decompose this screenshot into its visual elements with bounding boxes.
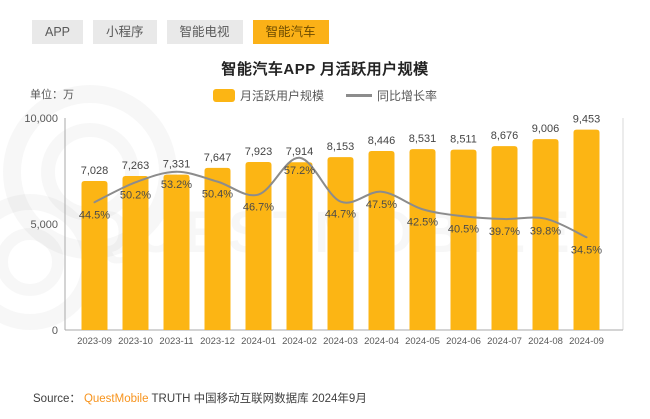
svg-text:7,028: 7,028 <box>81 165 109 177</box>
svg-text:50.2%: 50.2% <box>120 189 151 201</box>
bar-2023-11 <box>163 174 190 330</box>
svg-text:8,153: 8,153 <box>327 141 355 153</box>
tab-smart-car[interactable]: 智能汽车 <box>252 20 329 45</box>
svg-text:9,453: 9,453 <box>573 114 601 126</box>
svg-text:42.5%: 42.5% <box>407 216 438 228</box>
bar-2024-06 <box>450 149 477 330</box>
line-swatch-icon <box>346 94 372 97</box>
svg-text:7,914: 7,914 <box>286 146 314 158</box>
chart-legend: 月活跃用户规模 同比增长率 <box>0 87 650 104</box>
svg-text:53.2%: 53.2% <box>161 179 192 191</box>
svg-text:47.5%: 47.5% <box>366 199 397 211</box>
legend-label-growth: 同比增长率 <box>377 89 438 103</box>
bar-value-labels: 7,028 7,263 7,331 7,647 7,923 7,914 8,153 8,446… <box>81 114 601 177</box>
svg-text:39.7%: 39.7% <box>489 226 520 238</box>
svg-text:9,006: 9,006 <box>532 123 560 135</box>
svg-text:10,000: 10,000 <box>24 113 58 125</box>
tab-app[interactable]: APP <box>32 20 84 45</box>
unit-label: 单位：万 <box>30 89 74 101</box>
source-text: TRUTH 中国移动互联网数据库 2024年9月 <box>151 393 367 405</box>
bar-swatch-icon <box>212 89 235 102</box>
growth-line <box>93 156 588 239</box>
svg-text:2024-03: 2024-03 <box>323 336 358 347</box>
growth-percent-labels: 44.5% 50.2% 53.2% 50.4% 46.7% 57.2% 44.7% 47.5%… <box>79 165 602 256</box>
y-axis-labels: 10,000 5,000 0 <box>24 113 58 337</box>
svg-text:8,446: 8,446 <box>368 135 396 147</box>
bar-2024-08 <box>532 139 559 330</box>
x-axis-labels: 2023-09 2023-10 2023-11 2023-12 2024-01 2024-… <box>77 336 604 347</box>
legend-item-growth[interactable]: 同比增长率 <box>346 87 437 104</box>
svg-text:2024-07: 2024-07 <box>487 336 522 347</box>
svg-text:7,647: 7,647 <box>204 152 232 164</box>
svg-text:5,000: 5,000 <box>30 219 58 231</box>
svg-text:8,511: 8,511 <box>450 134 477 146</box>
bar-2023-09 <box>81 181 108 330</box>
svg-text:2024-01: 2024-01 <box>241 336 276 347</box>
svg-text:44.7%: 44.7% <box>325 209 356 221</box>
legend-label-mau: 月活跃用户规模 <box>239 89 324 103</box>
chart-title: 智能汽车APP 月活跃用户规模 <box>221 61 429 78</box>
bar-2024-02 <box>286 162 313 330</box>
svg-text:2024-09: 2024-09 <box>569 336 604 347</box>
svg-text:50.4%: 50.4% <box>202 189 233 201</box>
bar-2024-05 <box>409 149 436 330</box>
svg-text:2024-05: 2024-05 <box>405 336 440 347</box>
bar-2024-09 <box>573 129 600 330</box>
category-tabs: APP 小程序 智能电视 智能汽车 <box>32 20 329 45</box>
svg-text:7,263: 7,263 <box>122 160 150 172</box>
svg-text:2023-09: 2023-09 <box>77 336 112 347</box>
bar-2023-10 <box>122 176 149 330</box>
svg-text:7,331: 7,331 <box>163 159 191 171</box>
bar-2023-12 <box>204 167 231 330</box>
source-note: Source： QuestMobile TRUTH 中国移动互联网数据库 2024年… <box>33 390 367 406</box>
svg-text:39.8%: 39.8% <box>530 226 561 238</box>
bar-2024-01 <box>245 162 272 330</box>
tab-smart-tv[interactable]: 智能电视 <box>166 20 243 45</box>
svg-text:40.5%: 40.5% <box>448 223 479 235</box>
bar-2024-04 <box>368 150 395 330</box>
svg-text:8,676: 8,676 <box>491 130 519 142</box>
svg-text:2024-02: 2024-02 <box>282 336 317 347</box>
svg-text:2024-06: 2024-06 <box>446 336 481 347</box>
svg-text:0: 0 <box>52 325 58 337</box>
bar-2024-03 <box>327 157 354 330</box>
bar-2024-07 <box>491 146 518 330</box>
svg-text:7,923: 7,923 <box>245 146 273 158</box>
svg-text:8,531: 8,531 <box>409 133 437 145</box>
svg-text:2024-08: 2024-08 <box>528 336 563 347</box>
svg-text:44.5%: 44.5% <box>79 209 110 221</box>
svg-text:46.7%: 46.7% <box>243 202 274 214</box>
svg-text:34.5%: 34.5% <box>571 244 602 256</box>
svg-text:2023-10: 2023-10 <box>118 336 153 347</box>
bar-series <box>81 129 600 330</box>
svg-text:57.2%: 57.2% <box>284 165 315 177</box>
legend-item-mau[interactable]: 月活跃用户规模 <box>212 87 324 104</box>
brand-questmobile: QuestMobile <box>83 393 149 405</box>
source-label: Source： <box>33 393 81 405</box>
tab-mini-program[interactable]: 小程序 <box>93 20 157 45</box>
svg-text:2024-04: 2024-04 <box>364 336 399 347</box>
svg-text:2023-11: 2023-11 <box>159 336 193 347</box>
svg-text:2023-12: 2023-12 <box>200 336 235 347</box>
